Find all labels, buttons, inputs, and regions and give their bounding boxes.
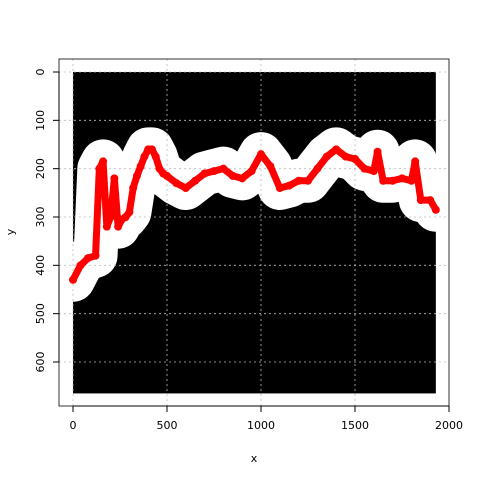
data-point xyxy=(106,213,115,221)
y-tick-label: 0 xyxy=(34,69,47,76)
data-point xyxy=(219,164,228,173)
data-point xyxy=(114,222,123,231)
data-point xyxy=(416,196,425,205)
x-tick-label: 1000 xyxy=(247,419,275,432)
data-point xyxy=(379,176,388,185)
data-point xyxy=(210,167,218,176)
data-point xyxy=(76,261,85,270)
y-tick-label: 600 xyxy=(34,352,47,373)
data-point xyxy=(341,152,350,161)
data-point xyxy=(407,176,416,185)
x-axis: 0 500 1000 1500 2000 xyxy=(70,405,463,432)
x-tick-label: 1500 xyxy=(341,419,369,432)
data-point xyxy=(294,176,303,185)
x-axis-title: x xyxy=(251,452,258,465)
data-point xyxy=(426,196,435,205)
data-point xyxy=(285,181,294,190)
data-point xyxy=(388,176,397,185)
y-axis-title: y xyxy=(4,228,17,235)
data-point xyxy=(398,174,406,183)
data-point xyxy=(151,152,160,161)
data-point xyxy=(322,152,331,161)
y-tick-label: 300 xyxy=(34,207,47,228)
data-point xyxy=(431,205,440,214)
data-point xyxy=(369,167,378,176)
data-point xyxy=(147,145,156,154)
data-point xyxy=(351,155,359,163)
data-point xyxy=(84,254,93,263)
y-tick-label: 100 xyxy=(34,110,47,131)
data-point xyxy=(125,208,134,217)
series-layer xyxy=(69,145,440,284)
data-point xyxy=(91,251,100,260)
data-point xyxy=(304,176,312,185)
data-point xyxy=(257,150,265,159)
y-axis: 0 100 200 300 400 500 600 xyxy=(34,69,60,373)
data-point xyxy=(110,174,119,183)
data-point xyxy=(332,145,341,154)
data-point xyxy=(360,164,369,173)
data-point xyxy=(99,157,108,166)
data-point xyxy=(373,147,382,156)
data-point xyxy=(129,184,138,192)
data-point xyxy=(411,157,420,166)
data-point xyxy=(181,184,190,192)
data-point xyxy=(200,169,209,178)
data-point xyxy=(191,176,200,185)
data-point xyxy=(140,152,149,161)
data-point xyxy=(228,171,237,180)
y-tick-label: 500 xyxy=(34,303,47,324)
x-tick-label: 2000 xyxy=(435,419,463,432)
y-tick-label: 400 xyxy=(34,255,47,276)
data-point xyxy=(313,164,322,173)
data-point xyxy=(238,174,247,183)
data-point xyxy=(266,162,275,171)
data-point xyxy=(275,184,284,192)
y-tick-label: 200 xyxy=(34,158,47,179)
data-point xyxy=(172,179,181,188)
data-point xyxy=(163,171,171,180)
grid-lines xyxy=(59,59,450,406)
data-point xyxy=(136,162,145,171)
data-point xyxy=(247,167,256,176)
data-point xyxy=(102,222,111,231)
x-tick-label: 0 xyxy=(70,419,77,432)
data-point xyxy=(69,275,77,284)
x-tick-label: 500 xyxy=(157,419,178,432)
data-point xyxy=(132,171,141,180)
data-point xyxy=(95,164,104,173)
